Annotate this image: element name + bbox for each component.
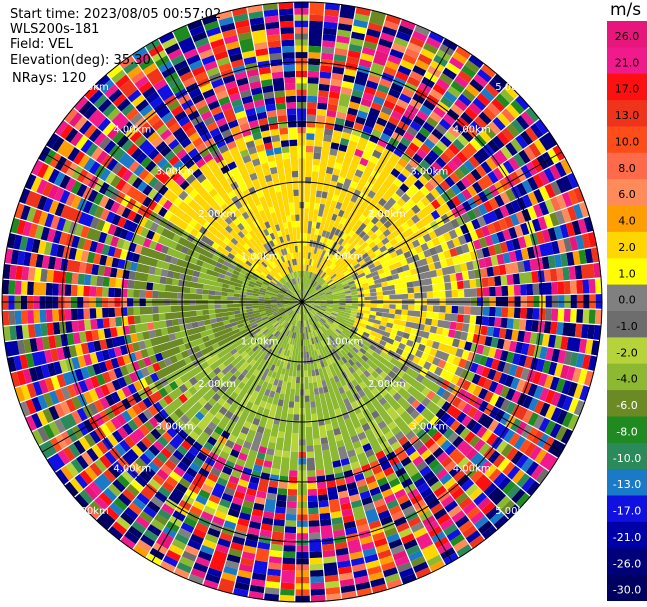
range-ring-label: 5.00km xyxy=(71,82,109,93)
colorbar: 26.0 21.0 17.0 13.0 10.0 8.0 6.0 4.0 2.0 1.0 0.0 -1… xyxy=(607,21,647,601)
colorbar-swatch xyxy=(607,126,647,154)
range-ring-label: 1.00km xyxy=(325,252,363,263)
colorbar-swatch xyxy=(607,152,647,180)
colorbar-swatch xyxy=(607,311,647,338)
colorbar-tick-label: -17.0 xyxy=(613,505,641,518)
range-ring-label: 4.00km xyxy=(453,124,491,135)
range-ring-label: 5.00km xyxy=(71,506,109,517)
colorbar-swatch xyxy=(607,47,647,75)
range-ring-label: 2.00km xyxy=(198,379,236,390)
colorbar-tick-label: -8.0 xyxy=(616,425,637,438)
colorbar-tick-label: 0.0 xyxy=(618,294,636,307)
range-ring-label: 3.00km xyxy=(410,421,448,432)
nrays-text: NRays: 120 xyxy=(12,71,87,86)
colorbar-swatch xyxy=(607,548,647,576)
colorbar-tick-label: -2.0 xyxy=(616,346,637,359)
colorbar-tick-label: 6.0 xyxy=(618,188,636,201)
colorbar-tick-label: 26.0 xyxy=(615,30,640,43)
colorbar-swatch xyxy=(607,521,647,549)
colorbar-swatch xyxy=(607,73,647,101)
colorbar-tick-label: -30.0 xyxy=(613,584,641,597)
velocity-gate-group xyxy=(10,4,600,602)
range-ring-label: 1.00km xyxy=(241,252,279,263)
range-ring-label: 5.00km xyxy=(495,506,533,517)
colorbar-tick-label: -21.0 xyxy=(613,531,641,544)
colorbar-swatch xyxy=(607,363,647,391)
colorbar-tick-label: -1.0 xyxy=(616,320,637,333)
azimuth-spoke xyxy=(151,41,303,303)
azimuth-spoke xyxy=(301,301,453,563)
colorbar-tick-label: 4.0 xyxy=(618,215,636,228)
range-ring-label: 5.00km xyxy=(495,82,533,93)
start-time-text: Start time: 2023/08/05 00:57:02 xyxy=(10,7,222,22)
colorbar-swatch xyxy=(607,574,647,601)
colorbar-tick-label: 1.0 xyxy=(618,267,636,280)
range-ring-label: 2.00km xyxy=(368,379,406,390)
colorbar-tick-label: -26.0 xyxy=(613,557,641,570)
range-ring-label: 2.00km xyxy=(368,209,406,220)
colorbar-swatch xyxy=(607,100,647,127)
range-ring-label: 2.00km xyxy=(198,209,236,220)
velocity-gate-group xyxy=(8,2,602,597)
velocity-gate-group xyxy=(14,40,581,582)
range-ring-label: 3.00km xyxy=(410,167,448,178)
colorbar-swatch xyxy=(607,231,647,259)
range-ring-label: 3.00km xyxy=(156,421,194,432)
azimuth-spoke xyxy=(301,301,563,453)
range-ring-label: 1.00km xyxy=(325,336,363,347)
colorbar-swatch xyxy=(607,337,647,365)
colorbar-tick-label: -10.0 xyxy=(613,452,641,465)
azimuth-spoke xyxy=(41,301,303,453)
colorbar-swatch xyxy=(607,284,647,312)
colorbar-swatch xyxy=(607,179,647,207)
colorbar-tick-label: -6.0 xyxy=(616,399,637,412)
field-text: Field: VEL xyxy=(10,37,73,52)
elevation-text: Elevation(deg): 35.30 xyxy=(10,53,151,68)
colorbar-unit-label: m/s xyxy=(610,0,642,20)
range-ring-label: 4.00km xyxy=(113,124,151,135)
velocity-gate-group xyxy=(3,13,580,584)
velocity-gate-group xyxy=(21,14,590,589)
velocity-gate-group xyxy=(15,2,597,590)
colorbar-tick-label: 13.0 xyxy=(615,109,640,122)
colorbar-swatch xyxy=(607,442,647,470)
range-ring-label: 4.00km xyxy=(453,464,491,475)
velocity-gate-group xyxy=(20,29,594,602)
range-ring-label: 3.00km xyxy=(156,167,194,178)
colorbar-tick-label: 10.0 xyxy=(615,135,640,148)
station-name-text: WLS200s-181 xyxy=(10,22,100,37)
azimuth-spoke xyxy=(301,41,453,303)
colorbar-swatch xyxy=(607,495,647,523)
colorbar-tick-label: -4.0 xyxy=(616,373,637,386)
range-ring-label: 4.00km xyxy=(113,464,151,475)
velocity-gate-group xyxy=(14,2,596,597)
colorbar-swatch xyxy=(607,258,647,286)
colorbar-swatch xyxy=(607,390,647,417)
colorbar-swatch xyxy=(607,416,647,444)
colorbar-tick-label: -13.0 xyxy=(613,478,641,491)
velocity-gate-group xyxy=(14,3,568,568)
azimuth-spoke xyxy=(151,301,303,563)
colorbar-tick-label: 8.0 xyxy=(618,162,636,175)
colorbar-tick-label: 17.0 xyxy=(615,83,640,96)
velocity-gates xyxy=(2,2,602,602)
range-ring-label: 1.00km xyxy=(241,336,279,347)
azimuth-spoke xyxy=(41,151,303,303)
colorbar-swatch xyxy=(607,205,647,233)
colorbar-swatch xyxy=(607,469,647,497)
colorbar-tick-label: 2.0 xyxy=(618,241,636,254)
colorbar-tick-label: 21.0 xyxy=(615,56,640,69)
colorbar-swatch xyxy=(607,21,647,48)
azimuth-spoke xyxy=(301,151,563,303)
